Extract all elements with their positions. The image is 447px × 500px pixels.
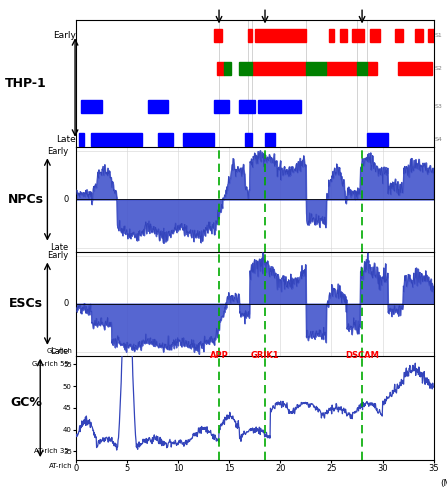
Text: GRIK1: GRIK1 <box>251 0 279 1</box>
Text: (Mb): (Mb) <box>441 479 447 488</box>
Text: 0: 0 <box>63 299 69 308</box>
Bar <box>255 29 306 42</box>
Bar <box>245 134 252 146</box>
Bar <box>217 62 224 75</box>
Bar <box>340 29 347 42</box>
Bar <box>395 29 403 42</box>
Text: Late: Late <box>56 135 76 144</box>
Bar <box>398 62 431 75</box>
Text: AT-rich 35: AT-rich 35 <box>34 448 69 454</box>
Text: APP: APP <box>210 351 228 360</box>
Bar <box>306 62 326 75</box>
Bar <box>367 134 388 146</box>
Bar <box>367 62 377 75</box>
Text: THP-1: THP-1 <box>5 77 47 90</box>
Bar <box>183 134 214 146</box>
Bar <box>265 134 275 146</box>
Bar <box>352 29 364 42</box>
Text: GC-rich: GC-rich <box>46 348 72 354</box>
Bar <box>214 29 222 42</box>
Text: APP: APP <box>210 0 228 1</box>
Bar <box>91 134 143 146</box>
Bar <box>258 100 301 113</box>
Text: S4: S4 <box>434 137 443 142</box>
Bar <box>79 134 84 146</box>
Bar <box>148 100 168 113</box>
Bar <box>214 100 229 113</box>
Text: GC-rich 55: GC-rich 55 <box>32 362 69 368</box>
Text: S3: S3 <box>434 104 443 109</box>
Bar <box>158 134 173 146</box>
Bar <box>429 29 434 42</box>
Text: Early: Early <box>53 31 76 40</box>
Bar <box>370 29 380 42</box>
Bar <box>240 100 255 113</box>
Text: S2: S2 <box>434 66 443 71</box>
Bar <box>326 62 357 75</box>
Text: Early: Early <box>47 251 69 260</box>
Text: Late: Late <box>51 348 69 356</box>
Text: GRIK1: GRIK1 <box>251 351 279 360</box>
Bar <box>224 62 231 75</box>
Text: Early: Early <box>47 147 69 156</box>
Bar <box>81 100 101 113</box>
Bar <box>240 62 252 75</box>
Text: S1: S1 <box>434 33 443 38</box>
Text: GC%: GC% <box>10 396 42 409</box>
Text: 0: 0 <box>63 195 69 204</box>
Text: AT-rich: AT-rich <box>49 463 72 469</box>
Text: NPCs: NPCs <box>8 193 44 206</box>
Bar <box>248 29 252 42</box>
Bar <box>329 29 334 42</box>
Text: DSCAM: DSCAM <box>345 351 379 360</box>
Text: DSCAM: DSCAM <box>345 0 379 1</box>
Bar <box>252 62 306 75</box>
Bar <box>357 62 367 75</box>
Text: Late: Late <box>51 243 69 252</box>
Text: ESCs: ESCs <box>9 297 43 310</box>
Bar <box>415 29 423 42</box>
